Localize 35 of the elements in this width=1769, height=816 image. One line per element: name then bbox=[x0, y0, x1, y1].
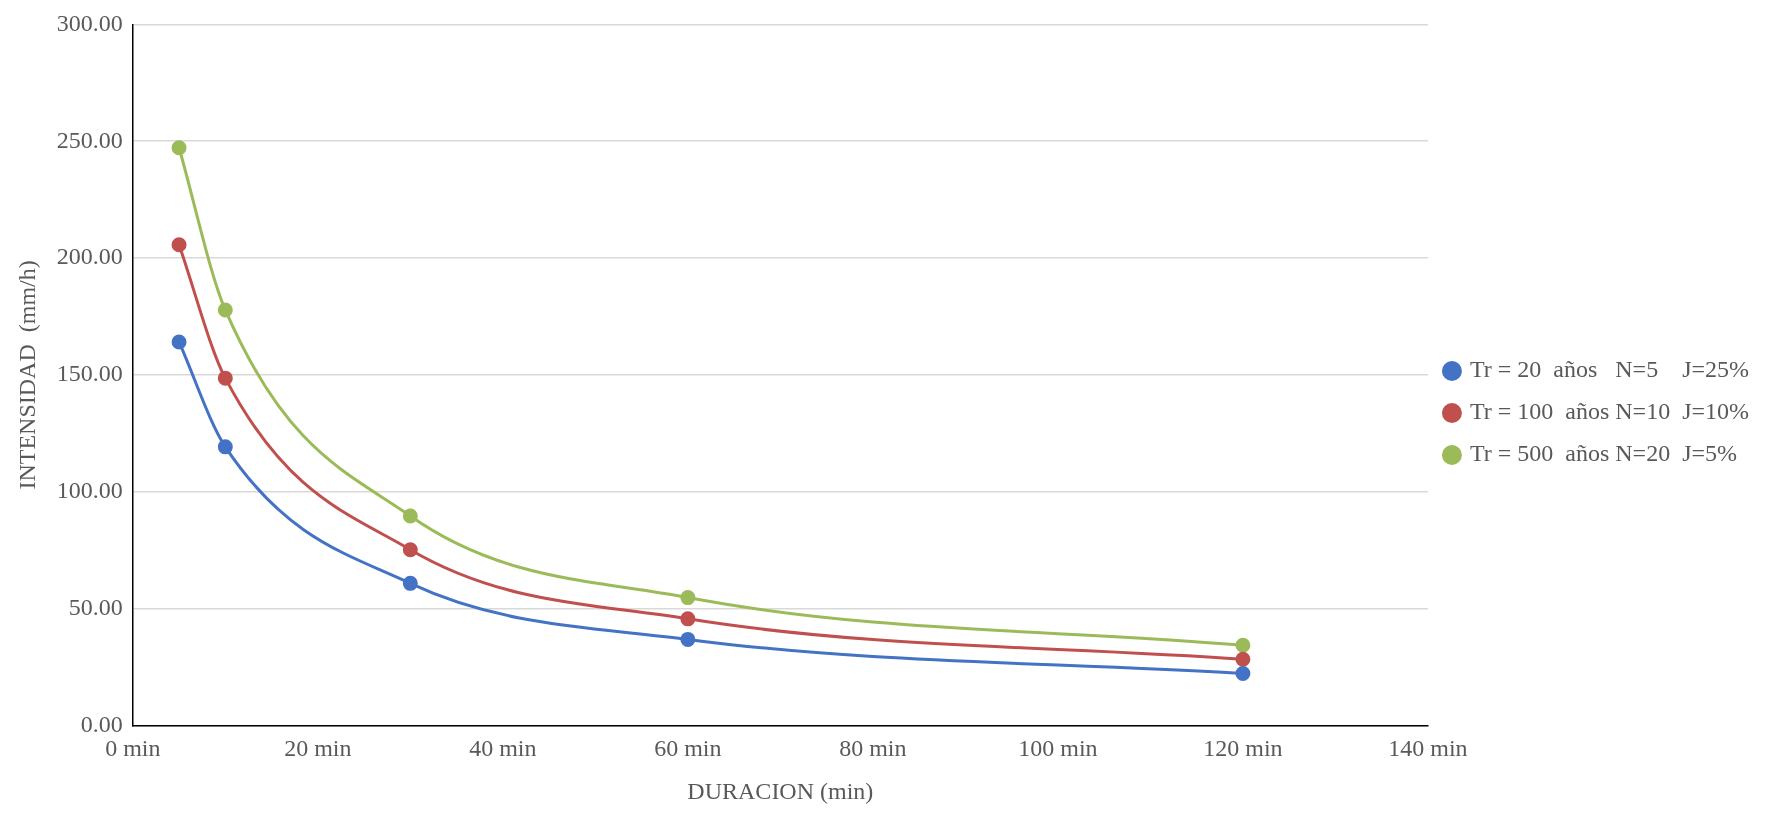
point bbox=[171, 334, 187, 350]
x-tick-label: 60 min bbox=[654, 735, 722, 762]
point bbox=[217, 302, 233, 318]
point bbox=[680, 611, 696, 627]
x-tick-label: 0 min bbox=[105, 735, 161, 762]
point bbox=[171, 140, 187, 156]
point bbox=[217, 370, 233, 386]
y-tick-label: 0.00 bbox=[80, 710, 123, 737]
x-tick-label: 120 min bbox=[1203, 735, 1283, 762]
y-tick-label: 50.00 bbox=[68, 593, 123, 620]
point bbox=[1235, 666, 1251, 682]
point bbox=[680, 590, 696, 606]
legend-label: Tr = 100 años N=10 J=10% bbox=[1469, 398, 1750, 425]
x-tick-label: 100 min bbox=[1018, 735, 1098, 762]
point bbox=[217, 439, 233, 455]
x-tick-label: 20 min bbox=[284, 735, 352, 762]
y-tick-label: 150.00 bbox=[56, 360, 123, 387]
legend-label: Tr = 20 años N=5 J=25% bbox=[1469, 356, 1750, 383]
y-axis-title: INTENSIDAD (mm/h) bbox=[13, 260, 40, 490]
point bbox=[402, 575, 418, 591]
x-axis-title: DURACION (min) bbox=[687, 777, 874, 804]
y-tick-label: 300.00 bbox=[56, 9, 123, 36]
point bbox=[680, 631, 696, 647]
point bbox=[171, 237, 187, 253]
y-tick-label: 200.00 bbox=[56, 243, 123, 270]
point bbox=[402, 542, 418, 558]
y-tick-label: 250.00 bbox=[56, 126, 123, 153]
x-tick-label: 40 min bbox=[469, 735, 537, 762]
y-tick-label: 100.00 bbox=[56, 477, 123, 504]
x-tick-label: 80 min bbox=[839, 735, 907, 762]
x-tick-label: 140 min bbox=[1388, 735, 1468, 762]
point bbox=[402, 508, 418, 524]
point bbox=[1235, 651, 1251, 667]
point bbox=[1235, 637, 1251, 653]
legend-label: Tr = 500 años N=20 J=5% bbox=[1469, 440, 1738, 467]
